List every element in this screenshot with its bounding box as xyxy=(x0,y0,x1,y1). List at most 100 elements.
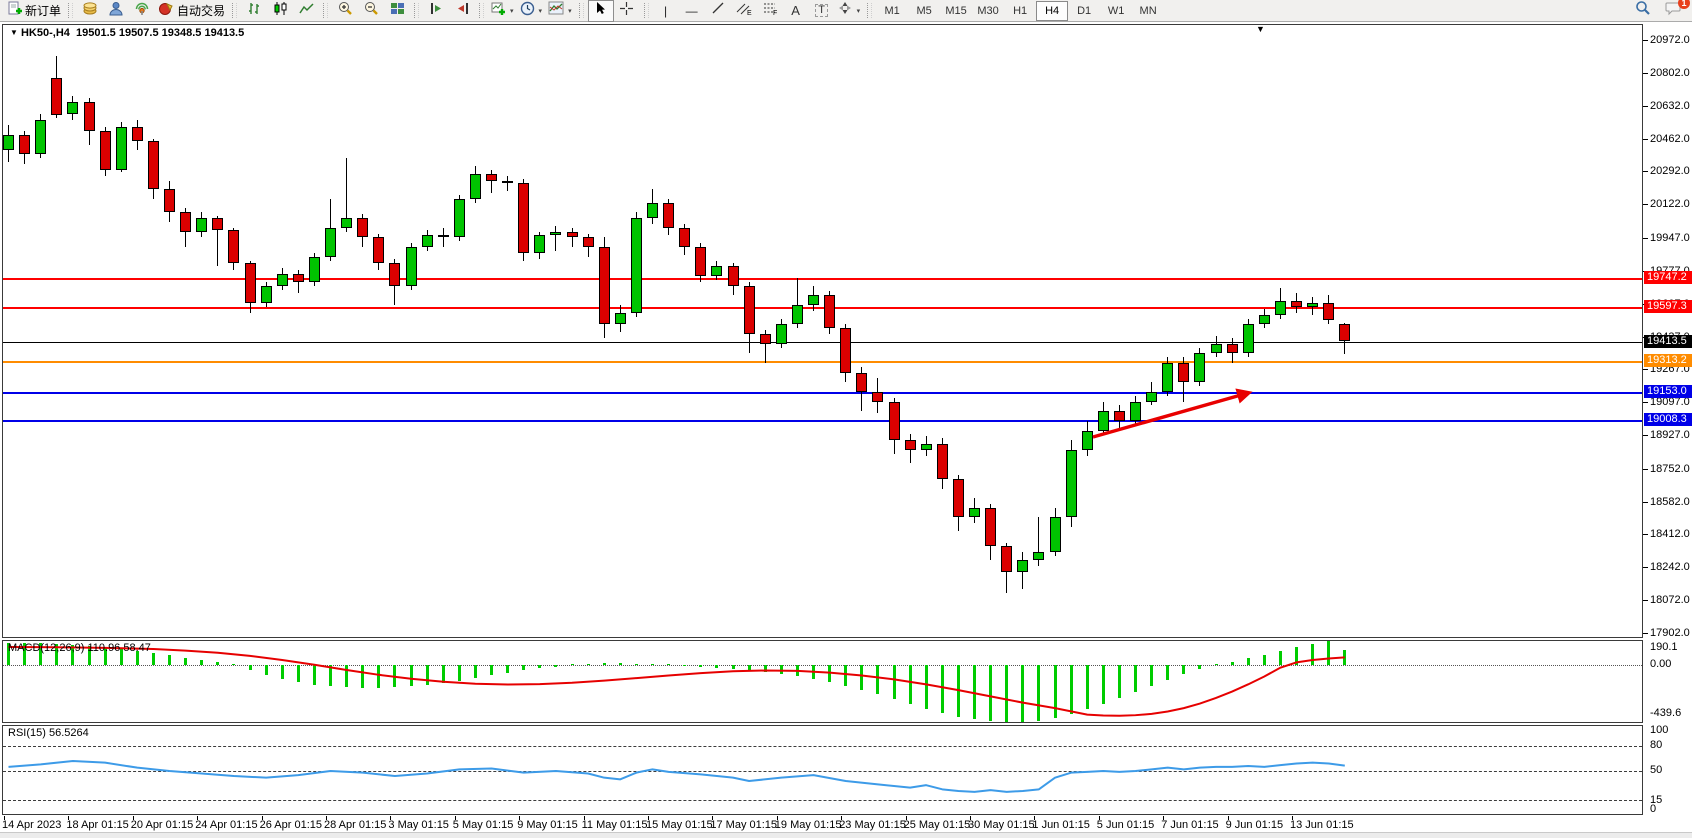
price-tick-mark xyxy=(1643,633,1648,634)
new-chart-button[interactable]: ▾ xyxy=(488,0,517,22)
trendline-tool-button[interactable] xyxy=(705,0,731,22)
chat-unread-badge: 1 xyxy=(1678,0,1690,9)
channel-tool-button[interactable]: E xyxy=(731,0,757,22)
bar-chart-button[interactable] xyxy=(241,0,267,22)
macd-histogram-bar xyxy=(135,650,139,665)
timeframe-button-M5[interactable]: M5 xyxy=(916,4,932,17)
macd-axis-label: -439.6 xyxy=(1650,707,1682,719)
chat-button[interactable]: 1 xyxy=(1660,0,1690,22)
candle xyxy=(1258,314,1270,325)
zoom-in-button[interactable] xyxy=(332,0,358,22)
svg-text:E: E xyxy=(747,10,752,16)
equidistant-channel-icon: E xyxy=(736,1,752,21)
price-tick-label: 18927.0 xyxy=(1650,429,1690,442)
time-tick-mark xyxy=(1034,816,1036,820)
line-chart-button[interactable] xyxy=(293,0,319,22)
price-tick-mark xyxy=(1643,171,1648,173)
macd-layer xyxy=(3,641,1642,722)
candle xyxy=(1178,362,1190,383)
rsi-level-line xyxy=(3,770,1642,772)
price-tick-label: 17902.0 xyxy=(1650,627,1690,639)
macd-histogram-bar xyxy=(103,646,107,665)
tile-windows-icon xyxy=(390,1,405,21)
rsi-level-line xyxy=(3,746,1642,747)
timeframe-button-M30[interactable]: M30 xyxy=(977,4,999,17)
macd-histogram-bar xyxy=(1198,665,1202,670)
cursor-tool-button[interactable] xyxy=(587,0,614,22)
time-tick-mark xyxy=(519,816,521,820)
candle xyxy=(1226,343,1238,354)
macd-pane[interactable] xyxy=(2,640,1643,723)
zoom-out-button[interactable] xyxy=(358,0,384,22)
candle xyxy=(212,218,224,230)
candlestick-chart-button[interactable] xyxy=(267,0,293,22)
timeframe-button-H4[interactable]: H4 xyxy=(1036,0,1069,21)
timeframe-button-D1[interactable]: D1 xyxy=(1077,4,1092,17)
line-chart-icon xyxy=(298,1,314,21)
price-chart-pane[interactable] xyxy=(2,24,1643,638)
timeframe-button-H1[interactable]: H1 xyxy=(1013,4,1028,17)
chart-shift-button[interactable] xyxy=(449,0,475,22)
price-tick-label: 19947.0 xyxy=(1650,231,1690,244)
signals-icon xyxy=(134,1,150,21)
candle xyxy=(67,102,79,114)
price-line-label: 19008.3 xyxy=(1644,413,1692,427)
label-tool-button[interactable]: T xyxy=(809,0,835,22)
candle-wick xyxy=(217,216,219,267)
autotrading-label: 自动交易 xyxy=(177,4,226,18)
price-line[interactable] xyxy=(3,392,1642,395)
new-order-button[interactable]: 新订单 xyxy=(4,0,64,22)
text-tool-button[interactable]: A xyxy=(783,0,809,22)
price-line[interactable] xyxy=(3,277,1642,280)
mql-editor-icon xyxy=(82,1,98,21)
price-tick-label: 20632.0 xyxy=(1650,99,1690,112)
periods-button[interactable]: ▾ xyxy=(517,0,546,22)
candle xyxy=(1065,449,1077,518)
candle xyxy=(743,285,755,334)
vertical-line-tool-button[interactable]: | xyxy=(653,0,679,22)
macd-histogram-bar xyxy=(248,665,252,671)
rsi-axis-label: 50 xyxy=(1650,764,1663,776)
price-tick-label: 18242.0 xyxy=(1650,561,1690,574)
timeframe-button-MN[interactable]: MN xyxy=(1139,4,1157,17)
tile-windows-button[interactable] xyxy=(384,0,410,22)
candle xyxy=(663,202,675,228)
chart-shift-marker-icon[interactable]: ▼ xyxy=(1256,24,1265,34)
arrows-tool-button[interactable]: ▾ xyxy=(835,0,864,22)
toolbar-grip xyxy=(867,3,873,18)
auto-scroll-button[interactable] xyxy=(423,0,449,22)
timeframe-button-M1[interactable]: M1 xyxy=(884,4,900,17)
price-line[interactable] xyxy=(3,420,1642,423)
macd-histogram-bar xyxy=(538,665,542,669)
community-button[interactable] xyxy=(103,0,129,22)
price-line[interactable] xyxy=(3,306,1642,309)
price-tick-mark xyxy=(1643,204,1648,206)
fibonacci-tool-button[interactable]: F xyxy=(757,0,783,22)
timeframe-toolbar: M1 M5 M15 M30 H1 H4 D1 W1 MN xyxy=(876,0,1164,21)
trendline-icon xyxy=(711,1,725,20)
autotrading-button[interactable]: 自动交易 xyxy=(155,0,228,22)
new-order-label: 新订单 xyxy=(25,4,62,18)
macd-histogram-bar xyxy=(280,665,284,679)
price-line[interactable] xyxy=(3,361,1642,364)
macd-histogram-bar xyxy=(973,665,976,720)
macd-histogram-bar xyxy=(667,664,671,665)
toolbar-grip xyxy=(643,3,649,18)
macd-histogram-bar xyxy=(715,665,719,668)
timeframe-button-W1[interactable]: W1 xyxy=(1107,4,1125,17)
candle xyxy=(1081,430,1093,450)
indicators-button[interactable]: ▾ xyxy=(545,0,575,22)
time-tick-mark xyxy=(390,816,392,820)
zoom-out-icon xyxy=(363,1,379,21)
indicators-icon xyxy=(548,1,564,21)
search-button[interactable] xyxy=(1630,0,1656,22)
mql-editor-button[interactable] xyxy=(77,0,103,22)
rsi-pane[interactable] xyxy=(2,725,1643,815)
symbol-collapse-icon[interactable]: ▼ xyxy=(10,28,18,37)
crosshair-tool-button[interactable] xyxy=(614,0,640,22)
horizontal-line-tool-button[interactable]: — xyxy=(679,0,705,22)
signals-button[interactable] xyxy=(129,0,155,22)
macd-histogram-bar xyxy=(1262,654,1266,665)
candle xyxy=(325,227,336,257)
timeframe-button-M15[interactable]: M15 xyxy=(945,4,967,17)
